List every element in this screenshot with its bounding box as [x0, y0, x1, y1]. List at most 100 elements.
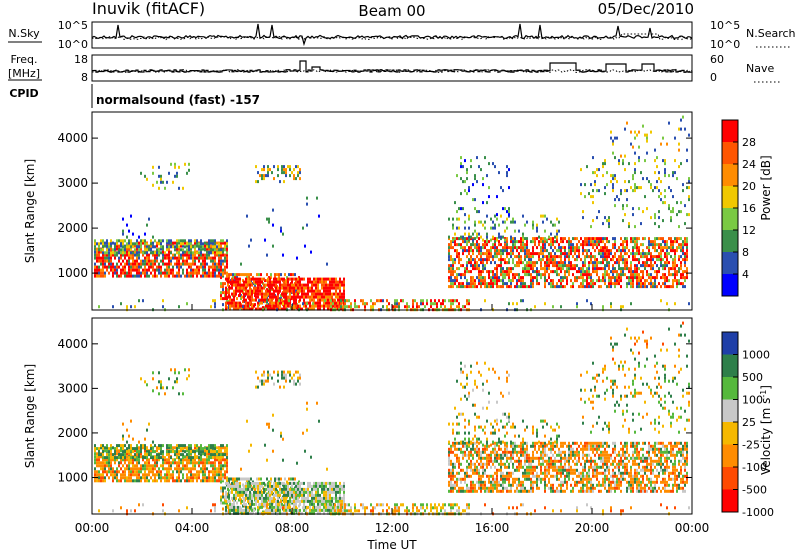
range-gate-cell — [542, 255, 544, 259]
range-gate-cell — [674, 240, 676, 244]
range-gate-cell — [574, 246, 576, 250]
range-gate-cell — [104, 479, 106, 483]
range-gate-cell — [102, 253, 104, 257]
range-gate-cell — [120, 244, 122, 248]
range-gate-cell — [220, 464, 222, 468]
range-gate-cell — [110, 239, 112, 243]
range-gate-cell — [301, 289, 303, 293]
range-gate-cell — [190, 262, 192, 266]
range-gate-cell — [114, 456, 116, 460]
range-gate-cell — [604, 255, 606, 259]
range-gate-cell — [476, 210, 478, 214]
range-gate-cell — [558, 261, 560, 265]
range-gate-cell — [102, 259, 104, 263]
range-gate-cell — [283, 511, 285, 515]
range-gate-cell — [146, 259, 148, 263]
range-gate-cell — [116, 268, 118, 272]
range-gate-cell — [270, 477, 272, 481]
range-gate-cell — [476, 232, 478, 236]
range-gate-cell — [150, 444, 152, 448]
range-gate-cell — [530, 273, 532, 277]
range-gate-cell — [285, 490, 287, 494]
range-gate-cell — [644, 285, 646, 289]
range-gate-cell — [524, 270, 526, 274]
range-gate-cell — [212, 467, 214, 471]
range-gate-cell — [343, 280, 345, 284]
range-gate-cell — [226, 458, 228, 462]
range-gate-cell — [246, 273, 248, 277]
range-gate-cell — [536, 273, 538, 277]
range-gate-cell — [500, 261, 502, 265]
range-gate-cell — [249, 292, 251, 296]
range-gate-cell — [152, 183, 154, 187]
range-gate-cell — [261, 289, 263, 293]
range-gate-cell — [614, 136, 616, 140]
range-gate-cell — [216, 268, 218, 272]
range-gate-cell — [594, 267, 596, 271]
range-gate-cell — [136, 464, 138, 468]
range-gate-cell — [424, 305, 426, 309]
range-gate-cell — [558, 220, 560, 224]
range-gate-cell — [524, 237, 526, 241]
range-gate-cell — [168, 271, 170, 275]
range-gate-cell — [522, 299, 524, 303]
range-gate-cell — [160, 174, 162, 178]
range-gate-cell — [668, 246, 670, 250]
range-gate-cell — [233, 295, 235, 299]
range-gate-cell — [178, 444, 180, 448]
range-gate-cell — [259, 511, 261, 515]
range-gate-cell — [200, 251, 202, 255]
range-gate-cell — [301, 283, 303, 287]
range-gate-cell — [240, 501, 242, 505]
range-gate-cell — [684, 261, 686, 265]
range-gate-cell — [146, 458, 148, 462]
range-gate-cell — [486, 232, 488, 236]
range-gate-cell — [644, 133, 646, 137]
range-gate-cell — [590, 183, 592, 187]
range-gate-cell — [280, 273, 282, 277]
range-gate-cell — [482, 252, 484, 256]
range-gate-cell — [182, 467, 184, 471]
range-gate-cell — [456, 299, 458, 303]
range-gate-cell — [460, 177, 462, 181]
range-gate-cell — [644, 252, 646, 256]
range-gate-cell — [295, 286, 297, 290]
range-gate-cell — [542, 246, 544, 250]
range-gate-cell — [678, 127, 680, 131]
range-gate-cell — [192, 450, 194, 454]
range-gate-cell — [156, 248, 158, 252]
range-gate-cell — [210, 271, 212, 275]
range-gate-cell — [430, 302, 432, 306]
range-gate-cell — [576, 255, 578, 259]
range-gate-cell — [311, 283, 313, 287]
range-gate-cell — [128, 245, 130, 249]
range-gate-cell — [140, 455, 142, 459]
range-gate-cell — [295, 304, 297, 308]
range-gate-cell — [162, 452, 164, 456]
range-gate-cell — [275, 481, 277, 485]
range-gate-cell — [110, 244, 112, 248]
range-gate-cell — [176, 476, 178, 480]
range-gate-cell — [634, 130, 636, 134]
range-gate-cell — [231, 484, 233, 488]
range-gate-cell — [126, 235, 128, 239]
range-gate-cell — [269, 505, 271, 509]
range-gate-cell — [158, 467, 160, 471]
range-gate-cell — [295, 301, 297, 305]
range-gate-cell — [134, 259, 136, 263]
range-gate-cell — [494, 267, 496, 271]
range-gate-cell — [668, 285, 670, 289]
range-gate-cell — [620, 305, 622, 309]
range-gate-cell — [448, 217, 450, 221]
range-gate-cell — [630, 264, 632, 268]
range-gate-cell — [208, 470, 210, 474]
range-gate-cell — [140, 265, 142, 269]
range-gate-cell — [206, 245, 208, 249]
range-gate-cell — [126, 458, 128, 462]
range-gate-cell — [524, 255, 526, 259]
range-gate-cell — [456, 252, 458, 256]
range-gate-cell — [128, 262, 130, 266]
range-gate-cell — [670, 273, 672, 277]
range-gate-cell — [642, 270, 644, 274]
range-gate-cell — [650, 285, 652, 289]
